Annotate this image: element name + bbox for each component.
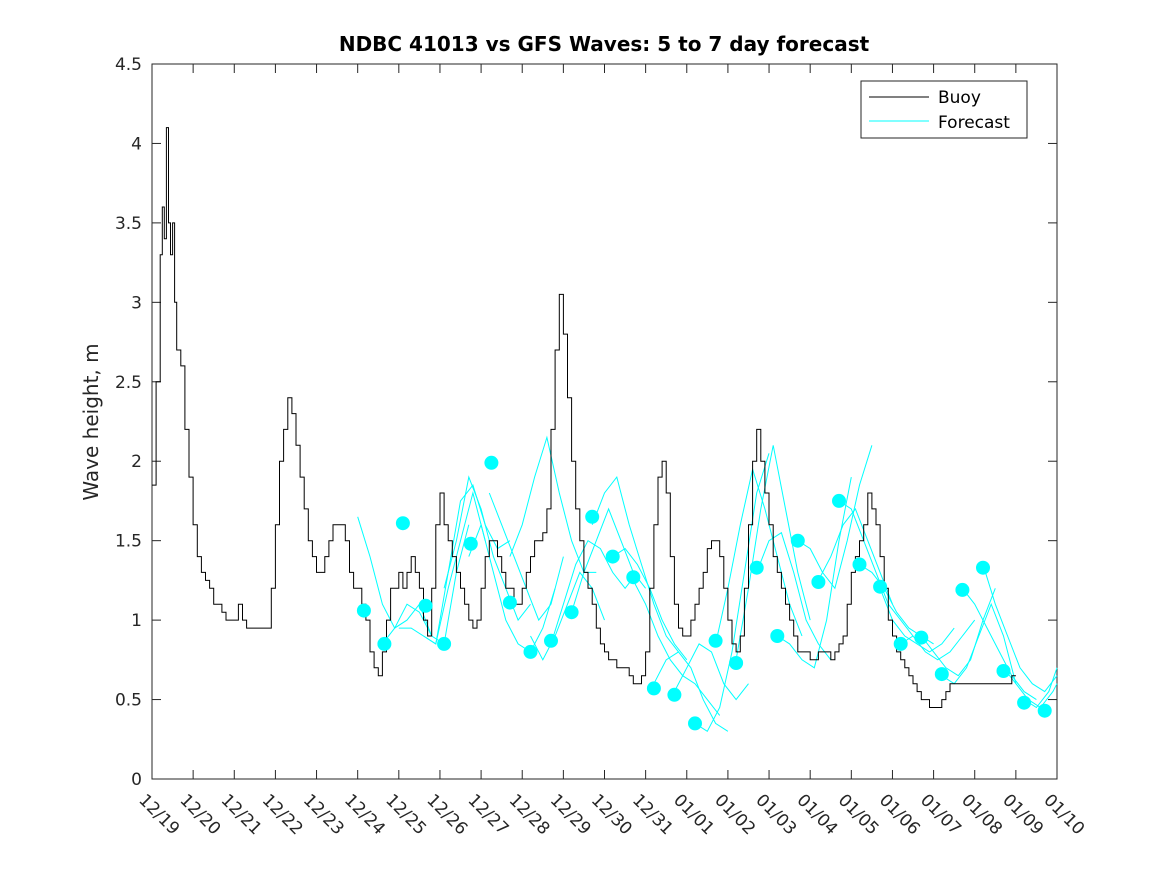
forecast-marker xyxy=(544,633,558,648)
forecast-line xyxy=(509,435,597,573)
forecast-marker xyxy=(377,636,392,651)
y-tick-label: 3 xyxy=(131,293,142,313)
forecast-marker xyxy=(955,582,970,597)
y-tick-label: 4 xyxy=(131,134,142,154)
forecast-marker xyxy=(564,605,579,620)
forecast-line xyxy=(653,651,729,732)
forecast-line xyxy=(756,531,832,661)
chart-title: NDBC 41013 vs GFS Waves: 5 to 7 day fore… xyxy=(339,32,870,56)
forecast-line xyxy=(382,524,470,645)
forecast-marker xyxy=(463,536,478,551)
forecast-marker xyxy=(729,656,744,670)
forecast-line xyxy=(797,445,873,590)
forecast-line xyxy=(632,580,721,716)
y-tick-label: 4.5 xyxy=(115,55,142,75)
legend: Buoy Forecast xyxy=(860,80,1028,139)
y-tick-label: 3.5 xyxy=(115,214,142,234)
legend-forecast-label: Forecast xyxy=(938,113,1010,133)
forecast-marker xyxy=(1017,695,1032,710)
forecast-marker xyxy=(811,575,826,589)
forecast-line xyxy=(900,619,976,661)
forecast-line xyxy=(443,475,531,622)
buoy-series xyxy=(152,127,1016,708)
y-tick-label: 0 xyxy=(131,770,142,790)
forecast-markers xyxy=(356,455,1052,731)
y-axis: 0 0.5 1 1.5 2 2.5 3 3.5 4 4.5 xyxy=(115,55,1057,790)
forecast-marker xyxy=(934,667,949,682)
forecast-marker xyxy=(996,664,1011,678)
forecast-marker xyxy=(893,636,908,651)
forecast-line xyxy=(694,453,770,733)
forecast-marker xyxy=(914,630,929,645)
forecast-marker xyxy=(356,603,371,618)
forecast-marker xyxy=(708,633,723,648)
forecast-marker xyxy=(832,493,846,508)
forecast-marker xyxy=(688,716,702,731)
forecast-line xyxy=(817,507,893,605)
forecast-marker xyxy=(667,687,682,702)
forecast-marker xyxy=(484,455,499,470)
forecast-marker xyxy=(1037,703,1052,718)
forecast-marker xyxy=(976,560,990,575)
forecast-marker xyxy=(502,595,517,610)
legend-box xyxy=(860,80,1028,139)
forecast-marker xyxy=(852,557,867,572)
y-axis-title: Wave height, m xyxy=(79,343,103,500)
forecast-marker xyxy=(770,629,785,643)
forecast-marker xyxy=(585,509,600,524)
forecast-line xyxy=(550,539,638,645)
forecast-line xyxy=(423,484,511,645)
forecast-marker xyxy=(626,570,641,585)
forecast-marker xyxy=(646,681,661,696)
y-tick-label: 2 xyxy=(131,452,142,472)
forecast-marker xyxy=(523,644,538,659)
forecast-line xyxy=(982,564,1058,693)
forecast-line xyxy=(468,523,556,653)
y-tick-label: 2.5 xyxy=(115,373,142,393)
buoy-line xyxy=(152,127,1016,708)
y-tick-label: 1.5 xyxy=(115,532,142,552)
forecast-line xyxy=(1003,667,1058,709)
forecast-line xyxy=(838,500,914,637)
forecast-marker xyxy=(790,533,805,548)
forecast-marker xyxy=(873,579,888,594)
forecast-line xyxy=(715,467,803,645)
forecast-line xyxy=(962,587,1037,701)
forecast-marker xyxy=(437,636,452,651)
y-tick-label: 0.5 xyxy=(115,691,142,711)
y-tick-label: 1 xyxy=(131,611,142,631)
forecast-marker xyxy=(605,549,620,564)
forecast-marker xyxy=(418,598,433,613)
forecast-marker xyxy=(749,560,764,575)
forecast-line xyxy=(398,491,486,645)
forecast-line xyxy=(591,475,679,653)
forecast-line xyxy=(673,643,749,701)
plot-area xyxy=(151,63,1058,780)
forecast-marker xyxy=(395,516,410,531)
legend-buoy-label: Buoy xyxy=(938,88,981,108)
forecast-line xyxy=(777,477,852,669)
